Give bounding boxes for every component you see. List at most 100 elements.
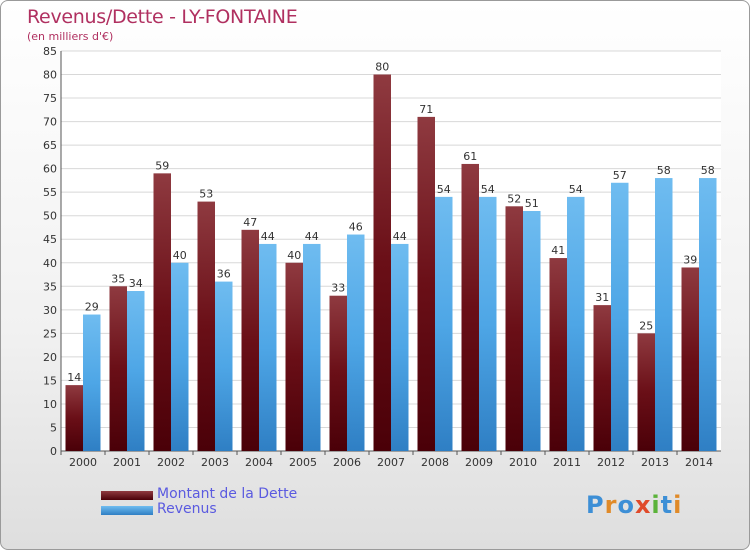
data-label-revenus: 44 — [261, 230, 275, 243]
data-label-revenus: 54 — [569, 183, 583, 196]
bar-revenus — [259, 243, 277, 451]
data-label-revenus: 36 — [217, 268, 231, 281]
legend-label-dette: Montant de la Dette — [157, 486, 298, 502]
logo-letter: x — [634, 491, 652, 519]
y-tick-label: 65 — [43, 139, 57, 152]
data-label-dette: 33 — [331, 282, 345, 295]
bar-dette — [241, 229, 259, 451]
bar-revenus — [655, 178, 673, 451]
bar-revenus — [347, 234, 365, 451]
bar-revenus — [567, 196, 585, 451]
data-label-revenus: 44 — [305, 230, 319, 243]
x-tick-label: 2000 — [69, 456, 97, 469]
x-tick-label: 2012 — [597, 456, 625, 469]
x-tick-label: 2009 — [465, 456, 493, 469]
proxiti-logo: Proxiti — [586, 491, 682, 519]
logo-letter: P — [586, 491, 605, 519]
chart-title: Revenus/Dette - LY-FONTAINE — [27, 6, 298, 28]
data-label-revenus: 40 — [173, 249, 187, 262]
data-label-dette: 40 — [287, 249, 301, 262]
data-label-revenus: 54 — [437, 183, 451, 196]
bar-dette — [505, 206, 523, 451]
logo-letter: o — [617, 491, 635, 519]
bar-revenus — [127, 291, 145, 451]
bar-dette — [153, 173, 171, 451]
x-tick-label: 2014 — [685, 456, 713, 469]
bar-revenus — [479, 196, 497, 451]
data-label-revenus: 54 — [481, 183, 495, 196]
bar-revenus — [171, 262, 189, 451]
y-tick-label: 60 — [43, 163, 57, 176]
legend-label-revenus: Revenus — [157, 501, 217, 517]
bar-dette — [329, 295, 347, 451]
bar-dette — [681, 267, 699, 451]
data-label-dette: 61 — [463, 150, 477, 163]
bar-dette — [65, 385, 83, 451]
data-label-dette: 71 — [419, 103, 433, 116]
x-tick-label: 2008 — [421, 456, 449, 469]
data-label-revenus: 46 — [349, 221, 363, 234]
y-tick-label: 30 — [43, 304, 57, 317]
x-tick-label: 2005 — [289, 456, 317, 469]
data-label-dette: 25 — [639, 319, 653, 332]
logo-letter: i — [673, 491, 683, 519]
y-tick-label: 5 — [50, 421, 57, 434]
y-tick-label: 55 — [43, 186, 57, 199]
legend-swatch-revenus — [101, 506, 153, 515]
bar-dette — [637, 333, 655, 451]
bar-dette — [549, 258, 567, 451]
bar-dette — [461, 163, 479, 452]
data-label-revenus: 44 — [393, 230, 407, 243]
data-label-revenus: 51 — [525, 197, 539, 210]
bar-dette — [285, 262, 303, 451]
bar-revenus — [435, 196, 453, 451]
y-tick-label: 70 — [43, 116, 57, 129]
x-tick-label: 2002 — [157, 456, 185, 469]
data-label-dette: 47 — [243, 216, 257, 229]
bar-dette — [417, 116, 435, 451]
data-label-dette: 52 — [507, 192, 521, 205]
bar-dette — [373, 74, 391, 451]
y-tick-label: 85 — [43, 45, 57, 58]
y-tick-label: 50 — [43, 210, 57, 223]
x-tick-label: 2011 — [553, 456, 581, 469]
y-tick-label: 15 — [43, 374, 57, 387]
logo-letter: t — [660, 491, 674, 519]
y-tick-label: 80 — [43, 69, 57, 82]
bar-revenus — [391, 243, 409, 451]
y-tick-label: 25 — [43, 327, 57, 340]
x-tick-label: 2013 — [641, 456, 669, 469]
data-label-dette: 31 — [595, 291, 609, 304]
bar-revenus — [215, 281, 233, 451]
y-tick-label: 40 — [43, 257, 57, 270]
x-tick-label: 2007 — [377, 456, 405, 469]
data-label-dette: 59 — [155, 159, 169, 172]
data-label-revenus: 58 — [701, 164, 715, 177]
data-label-dette: 80 — [375, 61, 389, 74]
bar-revenus — [611, 182, 629, 451]
bar-revenus — [523, 211, 541, 451]
data-label-revenus: 58 — [657, 164, 671, 177]
logo-letter: r — [604, 491, 618, 519]
x-tick-label: 2003 — [201, 456, 229, 469]
bar-dette — [197, 201, 215, 451]
bar-dette — [593, 305, 611, 451]
data-label-dette: 53 — [199, 188, 213, 201]
chart-subtitle: (en milliers d'€) — [27, 30, 114, 43]
bar-dette — [109, 286, 127, 451]
x-tick-label: 2004 — [245, 456, 273, 469]
data-label-dette: 41 — [551, 244, 565, 257]
x-tick-label: 2006 — [333, 456, 361, 469]
legend-swatch-dette — [101, 491, 153, 500]
data-label-dette: 39 — [683, 253, 697, 266]
bar-revenus — [699, 178, 717, 451]
x-tick-label: 2010 — [509, 456, 537, 469]
data-label-revenus: 34 — [129, 277, 143, 290]
y-tick-label: 35 — [43, 280, 57, 293]
data-label-dette: 35 — [111, 272, 125, 285]
bar-revenus — [83, 314, 101, 451]
data-label-revenus: 57 — [613, 169, 627, 182]
y-tick-label: 75 — [43, 92, 57, 105]
